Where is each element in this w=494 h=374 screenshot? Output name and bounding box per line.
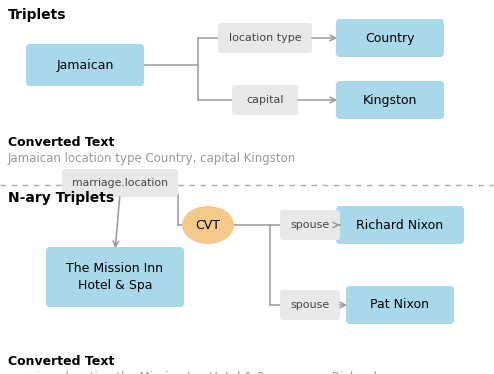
Text: Country: Country — [365, 31, 415, 45]
FancyBboxPatch shape — [346, 286, 454, 324]
FancyBboxPatch shape — [26, 44, 144, 86]
Text: Pat Nixon: Pat Nixon — [370, 298, 429, 312]
FancyBboxPatch shape — [280, 210, 340, 240]
Text: Converted Text: Converted Text — [8, 136, 115, 149]
Text: Triplets: Triplets — [8, 8, 67, 22]
FancyBboxPatch shape — [336, 81, 444, 119]
Text: Richard Nixon: Richard Nixon — [357, 218, 444, 232]
Text: marriage location the Mission Inn Hotel & Spa, spouse Richard
Nixon, spouse Pat : marriage location the Mission Inn Hotel … — [8, 371, 377, 374]
FancyBboxPatch shape — [46, 247, 184, 307]
Ellipse shape — [182, 206, 234, 244]
Text: The Mission Inn
Hotel & Spa: The Mission Inn Hotel & Spa — [67, 263, 164, 291]
Text: Jamaican: Jamaican — [56, 58, 114, 71]
FancyBboxPatch shape — [62, 169, 178, 197]
FancyBboxPatch shape — [280, 290, 340, 320]
Text: Jamaican location type Country, capital Kingston: Jamaican location type Country, capital … — [8, 152, 296, 165]
Text: N-ary Triplets: N-ary Triplets — [8, 191, 114, 205]
Text: marriage.location: marriage.location — [72, 178, 168, 188]
Text: location type: location type — [229, 33, 301, 43]
Text: Converted Text: Converted Text — [8, 355, 115, 368]
Text: CVT: CVT — [196, 218, 220, 232]
Text: spouse: spouse — [290, 220, 329, 230]
FancyBboxPatch shape — [336, 19, 444, 57]
FancyBboxPatch shape — [336, 206, 464, 244]
FancyBboxPatch shape — [218, 23, 312, 53]
FancyBboxPatch shape — [232, 85, 298, 115]
Text: Kingston: Kingston — [363, 94, 417, 107]
Text: capital: capital — [246, 95, 284, 105]
Text: spouse: spouse — [290, 300, 329, 310]
